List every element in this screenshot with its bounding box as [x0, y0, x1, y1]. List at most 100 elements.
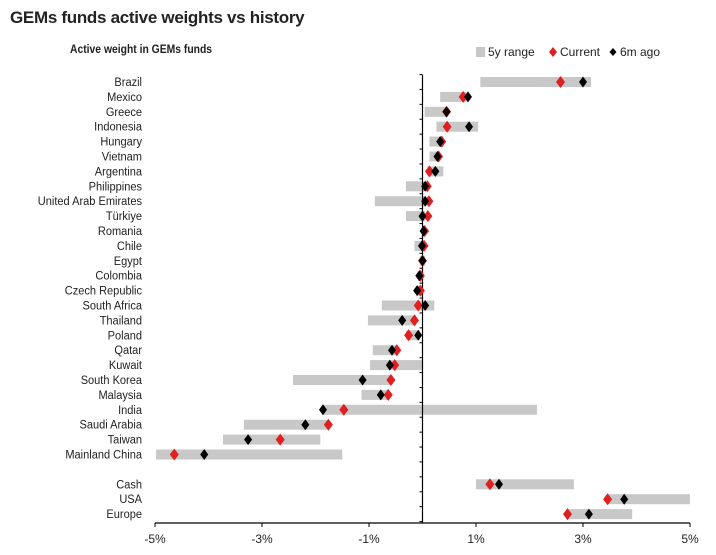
range-bar [372, 345, 398, 356]
current-marker [562, 508, 572, 521]
category-label: Mainland China [65, 449, 142, 461]
six-months-ago-marker [463, 91, 472, 103]
six-months-ago-marker [358, 374, 367, 386]
category-label: Kuwait [109, 360, 143, 372]
range-bar [476, 479, 574, 490]
range-bar [381, 300, 435, 311]
category-label: Romania [98, 226, 143, 238]
range-bar [424, 106, 447, 117]
category-label: Egypt [114, 255, 143, 267]
current-marker [390, 359, 400, 372]
range-bar [374, 196, 425, 207]
legend-6m-marker [609, 48, 617, 56]
range-bar [405, 211, 426, 222]
six-months-ago-marker [419, 225, 428, 237]
current-marker [409, 314, 419, 327]
x-tick-label: -1% [358, 532, 380, 546]
chart-title: GEMs funds active weights vs history [10, 8, 305, 27]
category-label: Argentina [95, 166, 143, 178]
category-label: United Arab Emirates [38, 196, 142, 208]
current-marker [386, 374, 396, 386]
six-months-ago-marker [495, 478, 504, 490]
category-label: South Africa [83, 300, 143, 312]
category-label: Qatar [114, 345, 142, 357]
six-months-ago-marker [418, 255, 427, 267]
current-marker [275, 433, 285, 446]
six-months-ago-marker [421, 180, 430, 192]
legend: 5y range Current 6m ago [476, 45, 660, 59]
current-marker [404, 329, 414, 342]
legend-current-marker [549, 47, 557, 57]
six-months-ago-marker [431, 165, 440, 177]
range-bar [156, 449, 343, 460]
category-label: Poland [108, 330, 142, 342]
six-months-ago-marker [244, 434, 253, 446]
six-months-ago-marker [385, 359, 394, 371]
category-label: Czech Republic [65, 285, 142, 297]
category-label: Malaysia [98, 390, 142, 402]
legend-range-label: 5y range [488, 45, 535, 59]
category-label: Taiwan [108, 434, 142, 446]
x-tick-label: 3% [574, 532, 592, 546]
category-label: Vietnam [102, 151, 142, 163]
range-bar [361, 389, 389, 400]
six-months-ago-marker [421, 300, 430, 311]
six-months-ago-marker [465, 121, 474, 133]
six-months-ago-marker [421, 195, 430, 207]
six-months-ago-marker [415, 270, 424, 282]
six-months-ago-marker [442, 106, 451, 118]
current-marker [603, 493, 613, 506]
current-marker [413, 299, 423, 312]
legend-current-label: Current [560, 45, 601, 59]
range-bar [321, 404, 537, 415]
category-label: Philippines [89, 181, 143, 193]
legend-range-swatch [476, 47, 485, 57]
six-months-ago-marker [418, 210, 427, 222]
x-tick-label: -3% [251, 532, 273, 546]
category-label: Saudi Arabia [79, 419, 142, 431]
current-marker [556, 76, 566, 88]
six-months-ago-marker [436, 136, 445, 148]
range-bar [436, 121, 479, 132]
x-tick-label: 1% [467, 532, 485, 546]
current-marker [424, 165, 434, 178]
six-months-ago-marker [579, 76, 587, 88]
range-bar [367, 315, 417, 326]
category-label: Thailand [100, 315, 142, 327]
category-label: USA [119, 494, 142, 506]
category-label: South Korea [81, 375, 143, 387]
range-bar [243, 419, 327, 430]
six-months-ago-marker [584, 508, 593, 520]
range-bar [405, 181, 425, 192]
category-label: Brazil [114, 77, 142, 89]
current-marker [169, 448, 179, 461]
current-marker [323, 418, 333, 431]
category-label: Türkiye [106, 211, 142, 223]
six-months-ago-marker [413, 285, 422, 297]
six-months-ago-marker [414, 329, 423, 341]
range-bar [480, 77, 592, 87]
current-marker [442, 120, 452, 133]
chart-subtitle: Active weight in GEMs funds [70, 44, 213, 56]
range-bar [406, 330, 420, 341]
current-marker [383, 388, 393, 401]
range-bar [293, 375, 391, 385]
current-marker [485, 478, 495, 491]
six-months-ago-marker [200, 449, 209, 460]
category-label: Indonesia [94, 121, 142, 133]
six-months-ago-marker [301, 419, 310, 431]
current-marker [458, 90, 468, 103]
legend-6m-label: 6m ago [620, 45, 660, 59]
six-months-ago-marker [620, 493, 629, 505]
current-marker [339, 403, 349, 416]
six-months-ago-marker [388, 344, 397, 356]
current-marker [423, 210, 433, 223]
range-bar [568, 509, 633, 520]
category-label: Greece [106, 106, 142, 118]
category-label: Hungary [100, 136, 142, 148]
category-label: Mexico [107, 92, 142, 104]
range-bar [222, 434, 321, 445]
six-months-ago-marker [376, 389, 385, 401]
range-bar [607, 494, 690, 505]
